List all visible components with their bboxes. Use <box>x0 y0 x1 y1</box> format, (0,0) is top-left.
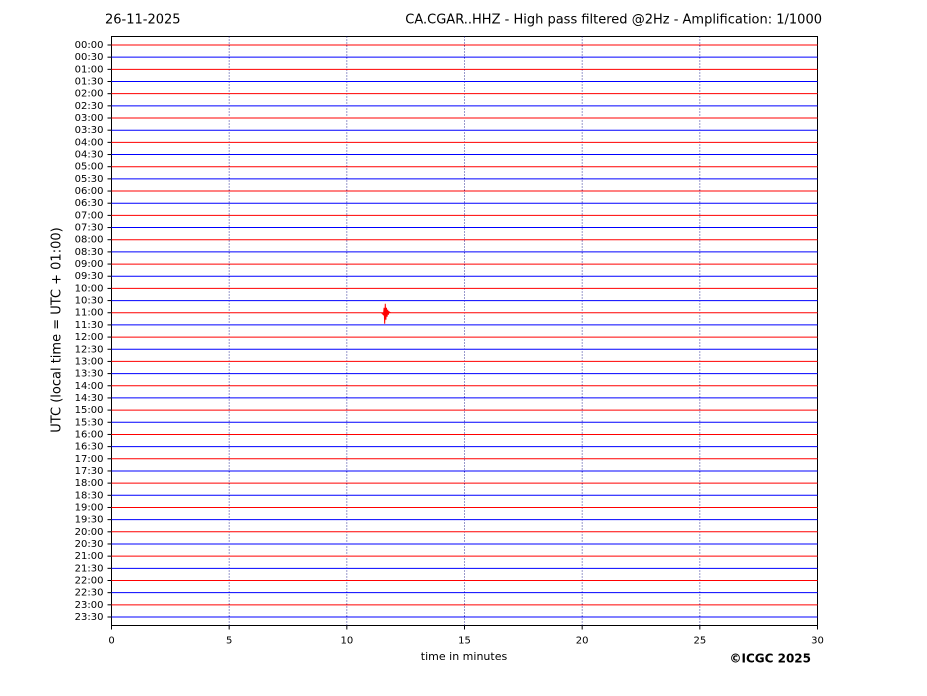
y-tick-label: 07:30 <box>75 223 104 234</box>
y-tick-label: 17:30 <box>75 466 104 477</box>
y-tick-label: 11:00 <box>75 308 104 319</box>
y-tick-label: 01:30 <box>75 77 104 88</box>
y-tick-label: 19:00 <box>75 502 104 513</box>
y-tick-label: 05:30 <box>75 174 104 185</box>
y-tick-label: 14:30 <box>75 393 104 404</box>
y-tick-label: 15:00 <box>75 405 104 416</box>
x-tick-label: 15 <box>458 636 471 647</box>
y-tick-label: 15:30 <box>75 417 104 428</box>
y-tick-label: 10:30 <box>75 296 104 307</box>
y-tick-label: 13:30 <box>75 369 104 380</box>
x-tick-label: 0 <box>108 636 114 647</box>
y-tick-label: 03:00 <box>75 113 104 124</box>
y-tick-label: 18:00 <box>75 478 104 489</box>
y-tick-label: 09:00 <box>75 259 104 270</box>
y-tick-label: 21:30 <box>75 563 104 574</box>
copyright: ©ICGC 2025 <box>729 652 811 666</box>
x-axis-label: time in minutes <box>421 650 508 663</box>
y-tick-label: 13:00 <box>75 356 104 367</box>
x-tick-label: 10 <box>340 636 353 647</box>
y-tick-label: 12:00 <box>75 332 104 343</box>
y-tick-label: 05:00 <box>75 162 104 173</box>
y-tick-label: 04:00 <box>75 137 104 148</box>
y-tick-label: 16:30 <box>75 442 104 453</box>
event-spike <box>381 303 391 324</box>
y-tick-label: 02:00 <box>75 89 104 100</box>
y-tick-label: 12:30 <box>75 344 104 355</box>
y-tick-label: 22:00 <box>75 575 104 586</box>
y-tick-label: 20:30 <box>75 539 104 550</box>
y-tick-label: 02:30 <box>75 101 104 112</box>
y-tick-label: 00:00 <box>75 40 104 51</box>
chart-title: CA.CGAR..HHZ - High pass filtered @2Hz -… <box>405 13 822 28</box>
x-tick-label: 20 <box>576 636 589 647</box>
y-tick-label: 04:30 <box>75 150 104 161</box>
y-tick-label: 10:00 <box>75 283 104 294</box>
y-tick-label: 23:00 <box>75 600 104 611</box>
y-tick-label: 03:30 <box>75 125 104 136</box>
y-tick-label: 17:00 <box>75 454 104 465</box>
y-tick-label: 06:30 <box>75 198 104 209</box>
y-tick-label: 08:00 <box>75 235 104 246</box>
y-tick-label: 09:30 <box>75 271 104 282</box>
y-tick-label: 06:00 <box>75 186 104 197</box>
y-tick-label: 01:00 <box>75 64 104 75</box>
y-tick-label: 08:30 <box>75 247 104 258</box>
x-tick-label: 30 <box>811 636 824 647</box>
y-tick-label: 18:30 <box>75 490 104 501</box>
y-tick-label: 21:00 <box>75 551 104 562</box>
y-tick-label: 11:30 <box>75 320 104 331</box>
y-tick-label: 22:30 <box>75 588 104 599</box>
x-tick-label: 5 <box>226 636 232 647</box>
y-tick-label: 20:00 <box>75 527 104 538</box>
x-tick-label: 25 <box>693 636 706 647</box>
date: 26-11-2025 <box>105 13 181 28</box>
y-tick-label: 14:00 <box>75 381 104 392</box>
y-tick-label: 23:30 <box>75 612 104 623</box>
y-tick-label: 19:30 <box>75 515 104 526</box>
y-axis-label: UTC (local time = UTC + 01:00) <box>50 227 65 432</box>
y-tick-label: 16:00 <box>75 429 104 440</box>
y-tick-label: 00:30 <box>75 52 104 63</box>
y-tick-label: 07:00 <box>75 210 104 221</box>
